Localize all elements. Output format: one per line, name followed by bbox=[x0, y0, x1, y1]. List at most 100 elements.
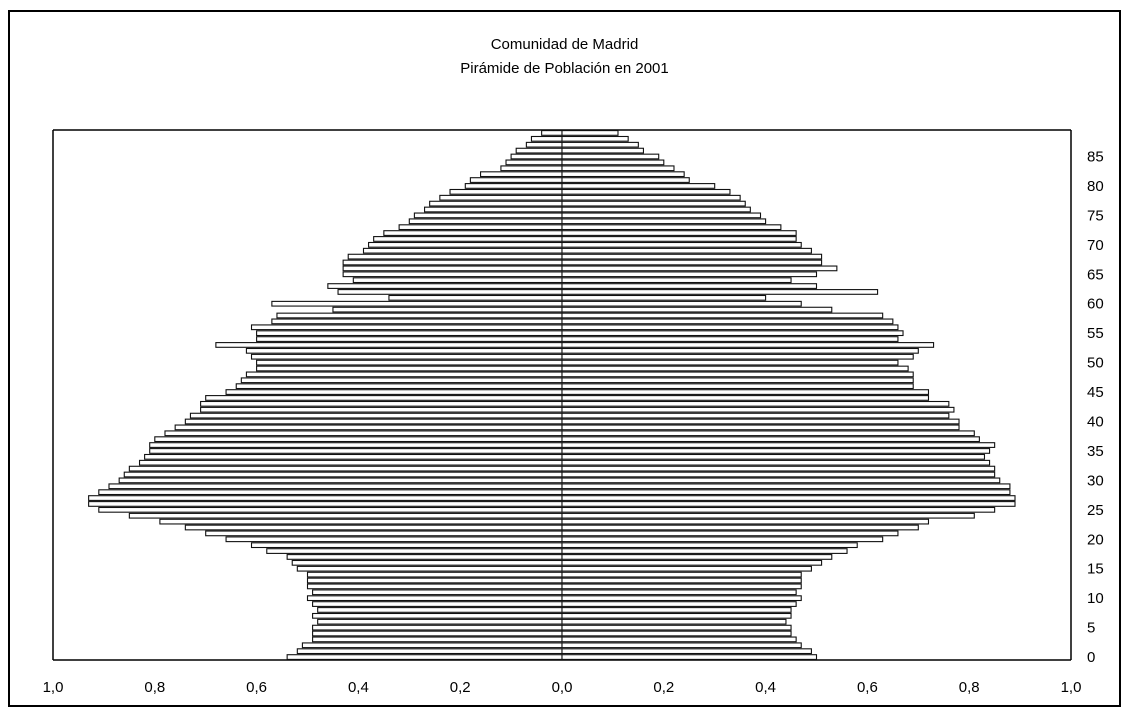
right-bar-age-8 bbox=[561, 607, 792, 613]
left-bar-age-63 bbox=[327, 283, 563, 289]
right-bar-age-36 bbox=[561, 442, 996, 448]
right-bar-age-11 bbox=[561, 589, 797, 596]
right-bar-age-60 bbox=[561, 300, 802, 307]
right-bar-age-37 bbox=[561, 436, 980, 443]
right-bar-age-52 bbox=[561, 347, 919, 354]
right-bar-age-86 bbox=[561, 147, 644, 154]
right-bar-age-79 bbox=[561, 188, 731, 195]
right-bar-age-55 bbox=[561, 330, 904, 337]
right-bar-age-33 bbox=[561, 459, 991, 466]
right-bar-age-42 bbox=[561, 406, 955, 413]
y-tick-label: 75 bbox=[1087, 207, 1104, 224]
x-tick-label: 0,8 bbox=[959, 679, 980, 696]
x-tick-label: 0,2 bbox=[450, 679, 471, 696]
right-bar-age-88 bbox=[561, 135, 629, 142]
left-bar-age-57 bbox=[271, 318, 563, 325]
left-bar-age-66 bbox=[342, 265, 563, 272]
left-bar-age-13 bbox=[306, 577, 563, 584]
left-bar-age-10 bbox=[306, 595, 563, 602]
right-bar-age-14 bbox=[561, 571, 802, 578]
right-bar-age-35 bbox=[561, 448, 991, 454]
left-bar-age-15 bbox=[296, 565, 563, 572]
right-bar-age-64 bbox=[561, 277, 792, 284]
left-bar-age-83 bbox=[500, 165, 563, 172]
left-bar-age-47 bbox=[240, 377, 563, 384]
right-bar-age-58 bbox=[561, 312, 884, 319]
y-tick-label: 70 bbox=[1087, 237, 1104, 254]
y-tick-label: 65 bbox=[1087, 266, 1104, 283]
right-bar-age-1 bbox=[561, 648, 812, 655]
left-bar-age-53 bbox=[215, 342, 563, 348]
right-bar-age-23 bbox=[561, 518, 930, 525]
left-bar-age-71 bbox=[373, 236, 563, 242]
right-bar-age-71 bbox=[561, 236, 797, 242]
right-bar-age-89 bbox=[561, 130, 619, 136]
left-bar-age-73 bbox=[398, 224, 563, 231]
right-bar-age-45 bbox=[561, 389, 930, 395]
x-axis-ticks: 1,0 0,8 0,6 0,4 0,2 0,0 0,2 0,4 0,6 0,8 1,0 bbox=[43, 679, 1082, 696]
y-tick-label: 45 bbox=[1087, 384, 1104, 401]
right-bar-age-80 bbox=[561, 183, 716, 189]
left-bar-age-18 bbox=[266, 548, 563, 554]
left-bar-age-38 bbox=[164, 430, 563, 437]
right-bar-age-15 bbox=[561, 565, 812, 572]
left-bar-age-70 bbox=[368, 241, 563, 248]
left-bar-age-27 bbox=[88, 495, 563, 501]
left-bar-age-75 bbox=[413, 212, 563, 219]
y-tick-label: 30 bbox=[1087, 472, 1104, 489]
left-bar-age-56 bbox=[250, 324, 563, 331]
right-bar-age-56 bbox=[561, 324, 899, 331]
right-bar-age-5 bbox=[561, 624, 792, 631]
right-bar-age-31 bbox=[561, 471, 996, 478]
right-bar-age-26 bbox=[561, 501, 1016, 507]
right-bar-age-66 bbox=[561, 265, 838, 272]
right-bar-age-49 bbox=[561, 365, 909, 372]
y-tick-label: 15 bbox=[1087, 561, 1104, 578]
right-bar-age-63 bbox=[561, 283, 818, 289]
left-bar-age-55 bbox=[256, 330, 563, 337]
left-bar-age-2 bbox=[301, 642, 563, 649]
left-bar-age-4 bbox=[312, 630, 563, 637]
left-bar-age-65 bbox=[342, 271, 563, 278]
left-bar-age-89 bbox=[541, 130, 563, 136]
y-tick-label: 0 bbox=[1087, 649, 1095, 666]
right-bar-age-85 bbox=[561, 153, 660, 160]
right-bar-age-65 bbox=[561, 271, 818, 278]
right-bar-age-17 bbox=[561, 554, 833, 560]
y-tick-label: 55 bbox=[1087, 325, 1104, 342]
right-bar-age-76 bbox=[561, 206, 751, 213]
chart-subtitle: Pirámide de Población en 2001 bbox=[460, 60, 669, 77]
right-bar-age-74 bbox=[561, 218, 767, 225]
plot-area bbox=[52, 129, 1072, 661]
left-bar-age-26 bbox=[88, 501, 563, 507]
left-bar-age-37 bbox=[154, 436, 563, 443]
left-bar-age-29 bbox=[108, 483, 563, 490]
right-bar-age-77 bbox=[561, 200, 746, 207]
left-bar-age-23 bbox=[159, 518, 563, 525]
left-bar-age-32 bbox=[128, 465, 563, 472]
right-bar-age-34 bbox=[561, 453, 986, 460]
left-bar-age-67 bbox=[342, 259, 563, 266]
left-bar-age-87 bbox=[525, 141, 563, 148]
left-bar-age-3 bbox=[312, 636, 563, 643]
right-bar-age-73 bbox=[561, 224, 782, 231]
right-bar-age-32 bbox=[561, 465, 996, 472]
left-bar-age-7 bbox=[312, 612, 563, 619]
left-bar-age-6 bbox=[317, 618, 563, 625]
right-bar-age-20 bbox=[561, 536, 884, 543]
right-bar-age-10 bbox=[561, 595, 802, 602]
left-bar-age-31 bbox=[123, 471, 563, 478]
x-tick-label: 0,0 bbox=[552, 679, 573, 696]
left-bar-age-9 bbox=[312, 601, 563, 607]
left-bar-age-14 bbox=[306, 571, 563, 578]
right-bar-age-38 bbox=[561, 430, 975, 437]
y-tick-label: 35 bbox=[1087, 443, 1104, 460]
x-tick-label: 1,0 bbox=[1061, 679, 1082, 696]
right-bar-age-0 bbox=[561, 654, 818, 660]
left-bar-age-19 bbox=[250, 542, 563, 549]
right-bar-age-48 bbox=[561, 371, 914, 378]
left-bar-age-33 bbox=[138, 459, 563, 466]
left-bar-age-79 bbox=[449, 188, 563, 195]
left-bar-age-25 bbox=[98, 506, 563, 513]
right-bar-age-29 bbox=[561, 483, 1011, 490]
